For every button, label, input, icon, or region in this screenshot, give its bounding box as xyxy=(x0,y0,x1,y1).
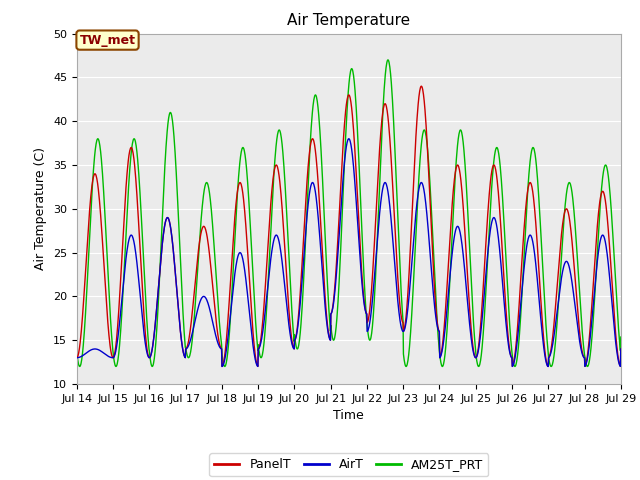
Title: Air Temperature: Air Temperature xyxy=(287,13,410,28)
Y-axis label: Air Temperature (C): Air Temperature (C) xyxy=(35,147,47,270)
X-axis label: Time: Time xyxy=(333,409,364,422)
Legend: PanelT, AirT, AM25T_PRT: PanelT, AirT, AM25T_PRT xyxy=(209,453,488,476)
Text: TW_met: TW_met xyxy=(79,34,136,47)
